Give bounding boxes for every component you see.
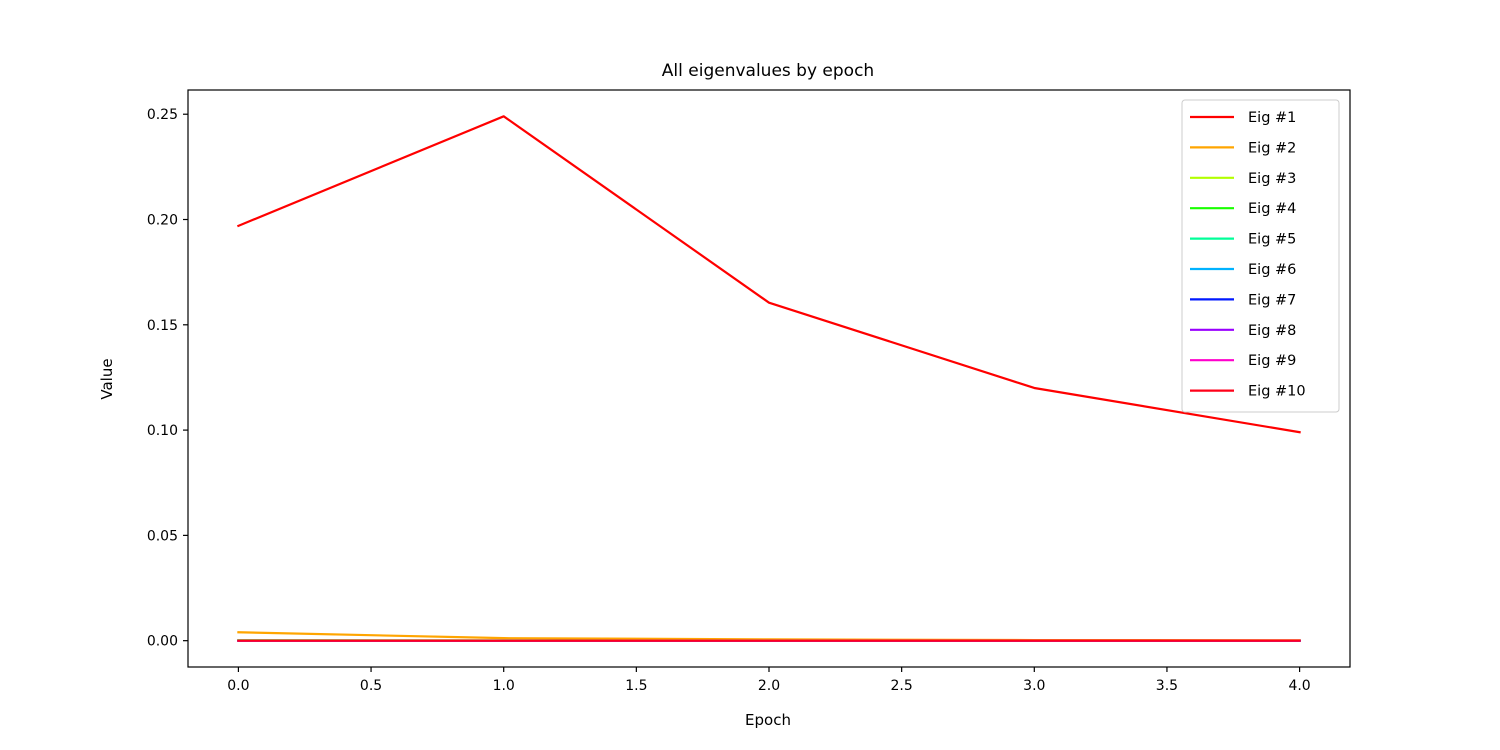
y-tick-label: 0.20	[147, 213, 178, 229]
legend-label-eig-4: Eig #4	[1248, 201, 1296, 217]
y-tick-label: 0.00	[147, 634, 178, 650]
x-axis: 0.0 0.5 1.0 1.5 2.0 2.5 3.0 3.5 4.0	[227, 667, 1311, 694]
x-tick-label: 1.0	[493, 678, 515, 694]
y-axis-label: Value	[98, 358, 116, 399]
legend: Eig #1 Eig #2 Eig #3 Eig #4 Eig #5 Eig #6 Eig …	[1181, 99, 1340, 413]
plot-area	[187, 89, 1351, 668]
legend-label-eig-7: Eig #7	[1248, 292, 1296, 308]
x-tick-label: 3.0	[1023, 678, 1045, 694]
legend-label-eig-5: Eig #5	[1248, 232, 1296, 248]
y-tick-label: 0.05	[147, 528, 178, 544]
legend-label-eig-8: Eig #8	[1248, 323, 1296, 339]
y-tick-label: 0.10	[147, 423, 178, 439]
legend-label-eig-9: Eig #9	[1248, 353, 1296, 369]
x-axis-label: Epoch	[745, 711, 791, 729]
y-tick-label: 0.25	[147, 107, 178, 123]
x-tick-label: 2.0	[758, 678, 780, 694]
legend-label-eig-1: Eig #1	[1248, 110, 1296, 126]
series-line-eig-1	[236, 115, 1301, 434]
legend-label-eig-6: Eig #6	[1248, 262, 1296, 278]
x-tick-label: 4.0	[1288, 678, 1310, 694]
y-tick-label: 0.15	[147, 318, 178, 334]
chart-title: All eigenvalues by epoch	[662, 61, 874, 81]
x-tick-label: 1.5	[625, 678, 647, 694]
x-tick-label: 3.5	[1156, 678, 1178, 694]
legend-label-eig-10: Eig #10	[1248, 384, 1306, 400]
legend-label-eig-3: Eig #3	[1248, 171, 1296, 187]
legend-label-eig-2: Eig #2	[1248, 140, 1296, 156]
x-tick-label: 0.5	[360, 678, 382, 694]
x-tick-label: 0.0	[227, 678, 249, 694]
x-tick-label: 2.5	[891, 678, 913, 694]
y-axis: 0.00 0.05 0.10 0.15 0.20 0.25	[147, 107, 188, 650]
